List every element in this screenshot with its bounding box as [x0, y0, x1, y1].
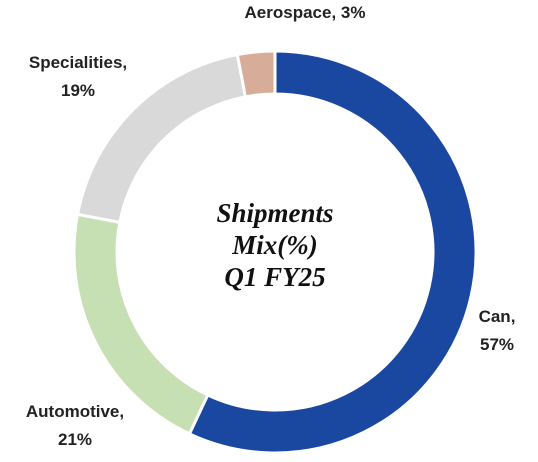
chart-title: Shipments	[216, 198, 333, 228]
donut-segment	[187, 49, 478, 455]
chart-title: Q1 FY25	[224, 262, 325, 292]
donut-segment	[72, 212, 210, 436]
chart-title: Mix(%)	[231, 230, 317, 260]
donut-segment	[235, 49, 277, 99]
data-label: Automotive, 21%	[26, 402, 124, 449]
data-label: Can, 57%	[479, 307, 516, 354]
data-label: Specialities, 19%	[29, 53, 127, 100]
data-label: Aerospace, 3%	[245, 3, 366, 22]
